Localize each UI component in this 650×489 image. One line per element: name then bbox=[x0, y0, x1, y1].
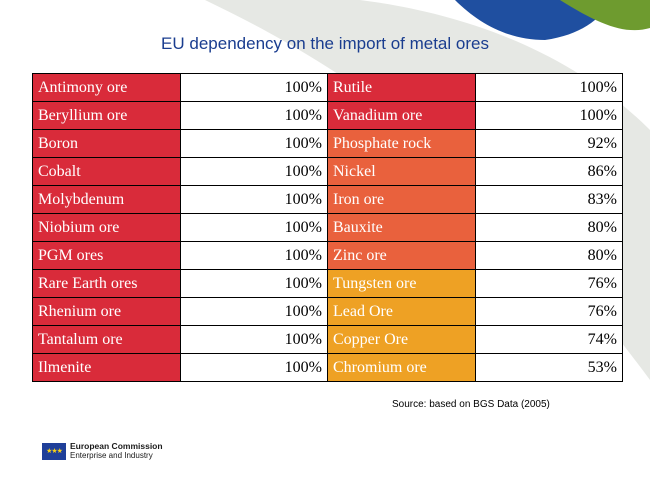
ore-name-cell: Nickel bbox=[327, 157, 476, 186]
dependency-percent-cell: 83% bbox=[475, 185, 623, 214]
table-row: Rhenium ore 100% Lead Ore 76% bbox=[32, 297, 623, 326]
table-row: PGM ores 100% Zinc ore 80% bbox=[32, 241, 623, 270]
dependency-percent-cell: 100% bbox=[475, 73, 623, 102]
logo-sub-text: Enterprise and Industry bbox=[70, 451, 153, 460]
table-row: Ilmenite 100% Chromium ore 53% bbox=[32, 353, 623, 382]
table-row: Niobium ore 100% Bauxite 80% bbox=[32, 213, 623, 242]
dependency-percent-cell: 53% bbox=[475, 353, 623, 382]
dependency-percent-cell: 86% bbox=[475, 157, 623, 186]
logo-main-text: European Commission bbox=[70, 441, 163, 451]
ore-name-cell: Rutile bbox=[327, 73, 476, 102]
table-row: Antimony ore 100% Rutile 100% bbox=[32, 73, 623, 102]
dependency-percent-cell: 92% bbox=[475, 129, 623, 158]
dependency-percent-cell: 100% bbox=[180, 269, 328, 298]
ore-name-cell: Phosphate rock bbox=[327, 129, 476, 158]
dependency-percent-cell: 100% bbox=[180, 185, 328, 214]
dependency-percent-cell: 100% bbox=[180, 241, 328, 270]
table-row: Molybdenum 100% Iron ore 83% bbox=[32, 185, 623, 214]
ore-name-cell: Tantalum ore bbox=[32, 325, 181, 354]
dependency-percent-cell: 100% bbox=[180, 353, 328, 382]
dependency-percent-cell: 100% bbox=[180, 297, 328, 326]
table-row: Boron 100% Phosphate rock 92% bbox=[32, 129, 623, 158]
ore-name-cell: Molybdenum bbox=[32, 185, 181, 214]
ore-name-cell: Chromium ore bbox=[327, 353, 476, 382]
dependency-percent-cell: 80% bbox=[475, 213, 623, 242]
ore-name-cell: Tungsten ore bbox=[327, 269, 476, 298]
ore-name-cell: Ilmenite bbox=[32, 353, 181, 382]
ore-name-cell: Niobium ore bbox=[32, 213, 181, 242]
table-row: Beryllium ore 100% Vanadium ore 100% bbox=[32, 101, 623, 130]
dependency-percent-cell: 74% bbox=[475, 325, 623, 354]
blue-header-band bbox=[455, 0, 612, 40]
table-row: Rare Earth ores 100% Tungsten ore 76% bbox=[32, 269, 623, 298]
slide-title: EU dependency on the import of metal ore… bbox=[161, 34, 489, 53]
dependency-percent-cell: 100% bbox=[180, 157, 328, 186]
dependency-percent-cell: 76% bbox=[475, 297, 623, 326]
ore-name-cell: Beryllium ore bbox=[32, 101, 181, 130]
ore-name-cell: Cobalt bbox=[32, 157, 181, 186]
table-row: Tantalum ore 100% Copper Ore 74% bbox=[32, 325, 623, 354]
dependency-percent-cell: 100% bbox=[180, 101, 328, 130]
ore-name-cell: Rhenium ore bbox=[32, 297, 181, 326]
ore-name-cell: Copper Ore bbox=[327, 325, 476, 354]
green-header-band bbox=[560, 0, 650, 31]
ore-dependency-table: Antimony ore 100% Rutile 100% Beryllium ore 1… bbox=[32, 73, 623, 382]
dependency-percent-cell: 100% bbox=[180, 213, 328, 242]
ore-name-cell: Iron ore bbox=[327, 185, 476, 214]
dependency-percent-cell: 100% bbox=[180, 129, 328, 158]
eu-flag-icon: ★★★ bbox=[42, 442, 66, 460]
ore-name-cell: Rare Earth ores bbox=[32, 269, 181, 298]
dependency-percent-cell: 76% bbox=[475, 269, 623, 298]
dependency-percent-cell: 100% bbox=[475, 101, 623, 130]
dependency-percent-cell: 80% bbox=[475, 241, 623, 270]
ore-name-cell: PGM ores bbox=[32, 241, 181, 270]
ec-logo: ★★★ European Commission Enterprise and I… bbox=[42, 441, 163, 461]
ore-name-cell: Boron bbox=[32, 129, 181, 158]
ore-name-cell: Zinc ore bbox=[327, 241, 476, 270]
ore-name-cell: Vanadium ore bbox=[327, 101, 476, 130]
ore-name-cell: Bauxite bbox=[327, 213, 476, 242]
ore-name-cell: Lead Ore bbox=[327, 297, 476, 326]
table-row: Cobalt 100% Nickel 86% bbox=[32, 157, 623, 186]
source-note: Source: based on BGS Data (2005) bbox=[392, 399, 550, 410]
dependency-percent-cell: 100% bbox=[180, 325, 328, 354]
ore-name-cell: Antimony ore bbox=[32, 73, 181, 102]
dependency-percent-cell: 100% bbox=[180, 73, 328, 102]
